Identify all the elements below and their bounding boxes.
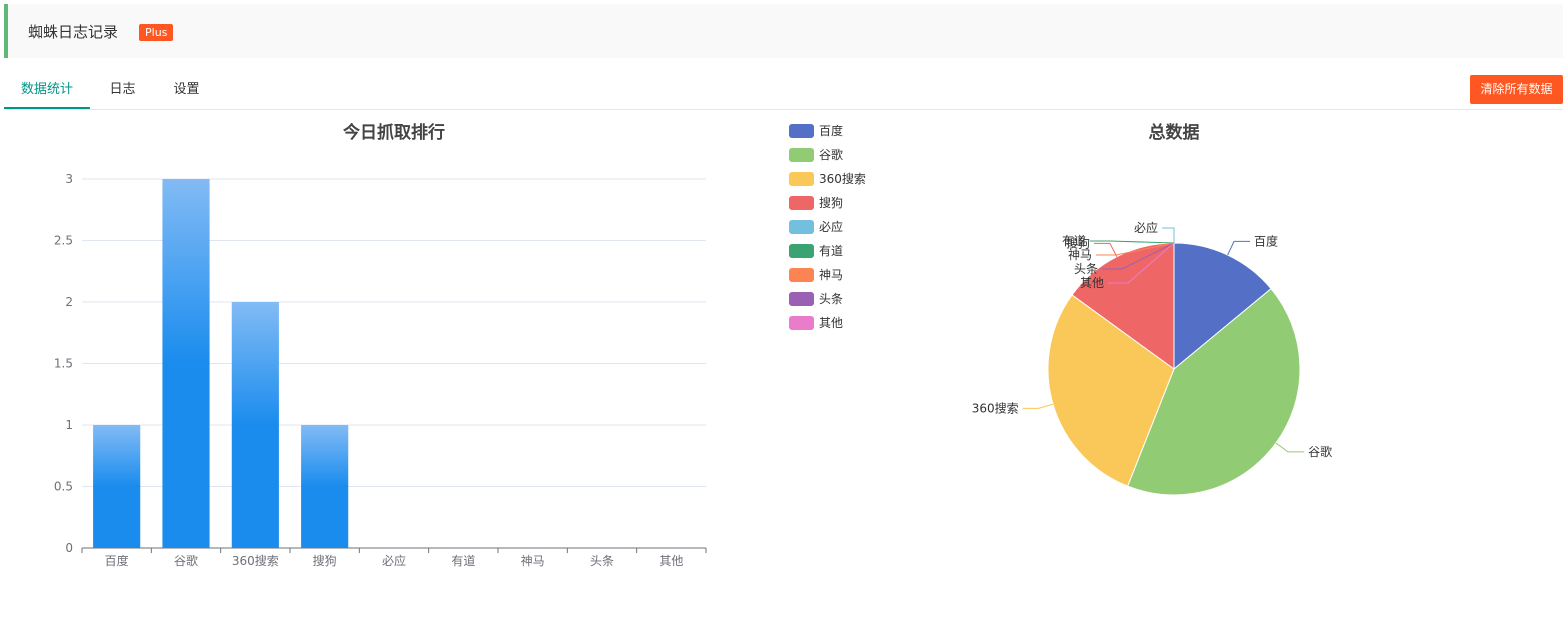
page-title: 蜘蛛日志记录 — [28, 23, 119, 41]
x-tick-label: 必应 — [382, 553, 406, 568]
tab-statistics[interactable]: 数据统计 — [4, 71, 90, 109]
legend-label: 其他 — [819, 316, 843, 330]
legend-item-3[interactable]: 搜狗 — [789, 195, 843, 210]
x-tick-label: 谷歌 — [174, 553, 198, 568]
legend-swatch — [789, 316, 814, 330]
bar-2[interactable] — [231, 302, 279, 548]
legend-label: 百度 — [819, 123, 843, 138]
pie-label: 必应 — [1134, 220, 1158, 235]
x-tick-label: 搜狗 — [313, 553, 337, 568]
legend-label: 360搜索 — [819, 171, 866, 186]
y-tick-label: 3 — [65, 172, 73, 186]
y-tick-label: 2.5 — [54, 234, 73, 248]
pie-label: 谷歌 — [1308, 444, 1332, 459]
legend-item-7[interactable]: 头条 — [789, 292, 843, 306]
tab-logs[interactable]: 日志 — [109, 82, 136, 97]
legend-item-2[interactable]: 360搜索 — [789, 171, 866, 186]
label-line — [1108, 242, 1175, 284]
legend-swatch — [789, 196, 814, 210]
bar-chart: 今日抓取排行 0 0.5 1 1.5 2 2.5 3 百度 谷歌 360搜索 搜狗 必应 有道 神马 头条… — [54, 122, 707, 568]
legend-swatch — [789, 268, 814, 282]
legend-swatch — [789, 244, 814, 258]
label-line — [1093, 242, 1118, 257]
y-tick-label: 2 — [65, 295, 73, 309]
y-tick-label: 1 — [65, 418, 73, 432]
pie-label: 有道 — [1062, 234, 1086, 248]
legend-swatch — [789, 124, 814, 138]
x-tick-label: 360搜索 — [232, 553, 279, 568]
pie-slice-0[interactable] — [1173, 242, 1272, 371]
plus-badge: Plus — [139, 24, 174, 41]
bar-0[interactable] — [93, 425, 141, 548]
legend-label: 谷歌 — [819, 147, 843, 162]
x-tick-label: 有道 — [451, 554, 475, 568]
legend-swatch — [789, 148, 814, 162]
legend-swatch — [789, 172, 814, 186]
y-tick-label: 0 — [65, 541, 73, 555]
bar-chart-title: 今日抓取排行 — [343, 122, 445, 143]
legend-label: 神马 — [819, 268, 843, 282]
label-line — [1227, 240, 1251, 256]
bar-3[interactable] — [301, 425, 349, 548]
legend-label: 头条 — [819, 292, 843, 306]
pie-slice-2[interactable] — [1047, 294, 1175, 487]
pie-label: 其他 — [1080, 276, 1104, 290]
label-line — [1275, 442, 1305, 453]
legend-item-0[interactable]: 百度 — [789, 123, 843, 138]
tab-bar: 数据统计 日志 设置 — [4, 71, 1563, 110]
label-line — [1096, 242, 1175, 256]
legend-item-4[interactable]: 必应 — [789, 219, 843, 234]
label-line — [1090, 240, 1175, 244]
legend-item-8[interactable]: 其他 — [789, 316, 843, 330]
y-tick-label: 0.5 — [54, 480, 73, 494]
legend-label: 必应 — [819, 219, 843, 234]
clear-all-data-button[interactable]: 清除所有数据 — [1470, 75, 1563, 104]
legend-label: 搜狗 — [819, 195, 843, 210]
pie-label: 百度 — [1254, 233, 1278, 248]
x-tick-label: 百度 — [105, 553, 129, 568]
pie-label: 360搜索 — [972, 400, 1019, 415]
tab-settings[interactable]: 设置 — [173, 82, 200, 97]
y-tick-label: 1.5 — [54, 357, 73, 371]
legend-label: 有道 — [819, 244, 843, 258]
legend-item-1[interactable]: 谷歌 — [789, 147, 843, 162]
label-line — [1022, 403, 1054, 409]
pie-label: 头条 — [1074, 262, 1098, 276]
label-line — [1102, 242, 1175, 270]
x-tick-label: 头条 — [590, 554, 614, 568]
pie-slice-3[interactable] — [1071, 242, 1175, 370]
legend-item-6[interactable]: 神马 — [789, 268, 843, 282]
x-tick-label: 其他 — [659, 554, 683, 568]
legend-swatch — [789, 220, 814, 234]
x-tick-label: 神马 — [521, 554, 545, 568]
label-line — [1162, 227, 1175, 243]
legend-swatch — [789, 292, 814, 306]
bar-1[interactable] — [162, 179, 210, 548]
pie-chart-title: 总数据 — [1149, 122, 1200, 143]
legend-item-5[interactable]: 有道 — [789, 244, 843, 258]
pie-label: 搜狗 — [1066, 235, 1090, 250]
page-header: 蜘蛛日志记录 Plus — [4, 4, 1563, 58]
pie-label: 神马 — [1068, 248, 1092, 262]
